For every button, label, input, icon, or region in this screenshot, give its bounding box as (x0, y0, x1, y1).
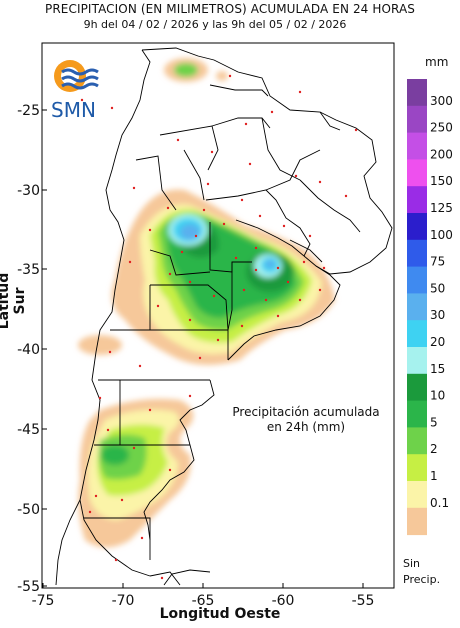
legend-level-label: 125 (430, 201, 453, 215)
smn-logo-icon (54, 60, 99, 92)
legend-swatch (407, 400, 427, 428)
legend-swatch (407, 427, 427, 455)
annotation-line-2: en 24h (mm) (267, 420, 345, 434)
legend-level-label: 1 (430, 469, 438, 483)
ytick-label: -40 (17, 342, 40, 358)
legend-swatch (407, 105, 427, 134)
legend-level-label: 100 (430, 228, 453, 242)
axis-ticks (42, 109, 364, 588)
legend-swatch (407, 320, 427, 348)
legend-swatch (407, 266, 427, 294)
legend-level-label: 0.1 (430, 496, 449, 510)
legend-level-label: 15 (430, 362, 445, 376)
precipitation-field (78, 58, 336, 548)
ytick-label: -45 (17, 422, 40, 438)
xtick-label: -55 (352, 593, 375, 609)
legend-no-precip-line-1: Sin (403, 557, 421, 570)
station-points (80, 74, 358, 580)
xtick-label: -70 (112, 593, 135, 609)
boundaries (55, 47, 393, 586)
legend-swatch (407, 79, 427, 107)
map-title: PRECIPITACION (EN MILIMETROS) ACUMULADA … (45, 2, 415, 16)
legend-level-label: 30 (430, 308, 445, 322)
xtick-label: -65 (192, 593, 215, 609)
legend-swatch (407, 481, 427, 509)
ytick-label: -35 (17, 262, 40, 278)
legend-swatch (407, 213, 427, 241)
legend-swatch (407, 507, 427, 536)
ytick-label: -50 (17, 502, 40, 518)
legend-swatch (407, 159, 427, 187)
legend-level-label: 300 (430, 94, 453, 108)
ytick-label: -55 (17, 579, 40, 595)
legend-level-label: 250 (430, 121, 453, 135)
legend-no-precip-line-2: Precip. (403, 573, 441, 586)
legend-level-label: 10 (430, 389, 445, 403)
x-axis-label: Longitud Oeste (159, 606, 281, 622)
legend-swatch (407, 239, 427, 268)
legend: 300 250 200 150 125 100 75 50 30 20 15 10 5 2 1 0.1 (407, 79, 453, 536)
ytick-label: -30 (17, 183, 40, 199)
legend-level-label: 75 (430, 255, 445, 269)
legend-level-label: 150 (430, 174, 453, 188)
legend-level-label: 50 (430, 281, 445, 295)
legend-swatch (407, 186, 427, 214)
xtick-label: -60 (272, 593, 295, 609)
logo-text: SMN (51, 98, 96, 122)
legend-swatch (407, 347, 427, 375)
annotation-line-1: Precipitación acumulada (232, 405, 379, 419)
xtick-label: -75 (32, 593, 55, 609)
legend-swatch (407, 454, 427, 482)
legend-level-label: 200 (430, 147, 453, 161)
legend-level-label: 5 (430, 415, 438, 429)
legend-swatch (407, 132, 427, 160)
y-axis-label: Latitud Sur (0, 272, 28, 330)
legend-level-label: 20 (430, 335, 445, 349)
ytick-label: -25 (17, 103, 40, 119)
legend-swatch (407, 293, 427, 321)
map-period: 9h del 04 / 02 / 2026 y las 9h del 05 / … (83, 18, 347, 31)
legend-unit: mm (425, 55, 449, 69)
legend-swatch (407, 373, 427, 402)
legend-no-precip-label: Sin Precip. (403, 556, 440, 588)
legend-level-label: 2 (430, 442, 438, 456)
